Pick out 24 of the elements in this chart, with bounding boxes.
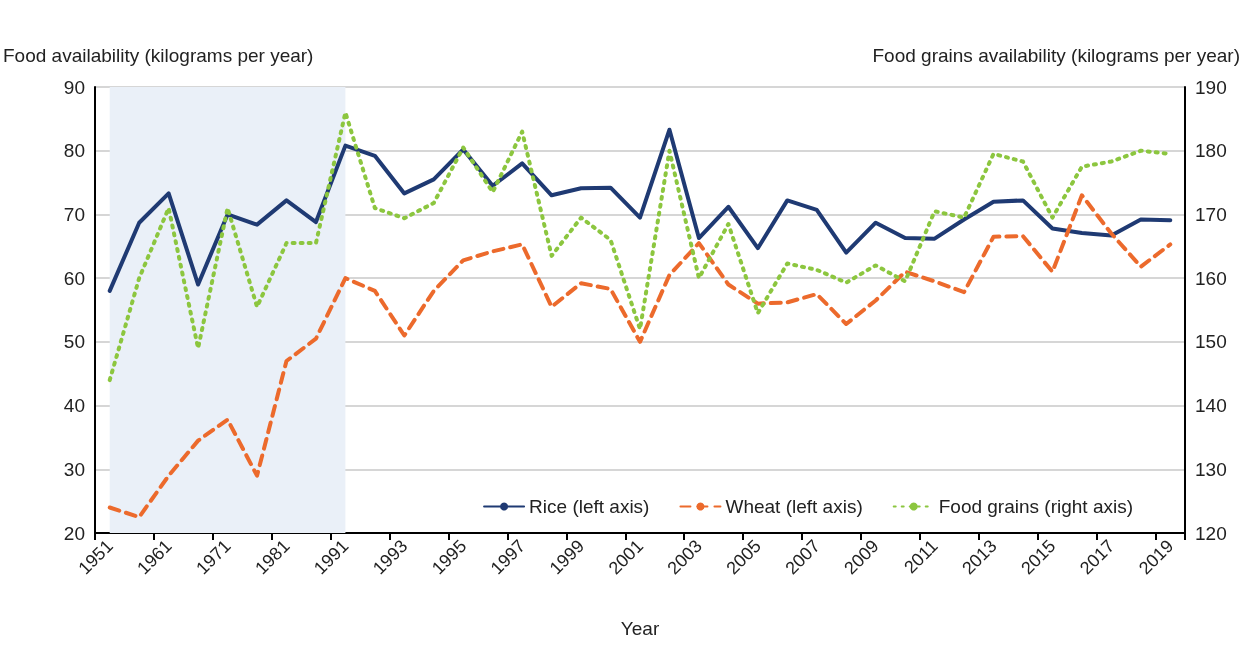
line-series bbox=[107, 193, 1173, 520]
y-tick-label: 90 bbox=[63, 76, 85, 98]
y-tick-label: 60 bbox=[63, 267, 85, 289]
y2-tick-label: 140 bbox=[1195, 395, 1227, 417]
y-tick-label: 40 bbox=[63, 395, 85, 417]
y-axis-title: Food availability (kilograms per year) bbox=[3, 45, 314, 66]
legend-label: Wheat (left axis) bbox=[725, 496, 863, 517]
y2-tick-label: 190 bbox=[1195, 76, 1227, 98]
y-tick-label: 20 bbox=[63, 522, 85, 544]
y-tick-label: 70 bbox=[63, 203, 85, 225]
y-tick-label: 30 bbox=[63, 458, 85, 480]
line-series bbox=[107, 127, 1173, 293]
y2-tick-label: 130 bbox=[1195, 458, 1227, 480]
y-tick-label: 50 bbox=[63, 331, 85, 353]
y2-axis-title: Food grains availability (kilograms per year) bbox=[872, 45, 1240, 66]
legend-label: Rice (left axis) bbox=[529, 496, 650, 517]
y2-tick-label: 120 bbox=[1195, 522, 1227, 544]
legend-label: Food grains (right axis) bbox=[938, 496, 1133, 517]
x-axis-title: Year bbox=[620, 618, 660, 639]
y2-tick-label: 170 bbox=[1195, 203, 1227, 225]
y-tick-label: 80 bbox=[63, 140, 85, 162]
y2-tick-label: 180 bbox=[1195, 140, 1227, 162]
y2-tick-label: 150 bbox=[1195, 331, 1227, 353]
y2-tick-label: 160 bbox=[1195, 267, 1227, 289]
